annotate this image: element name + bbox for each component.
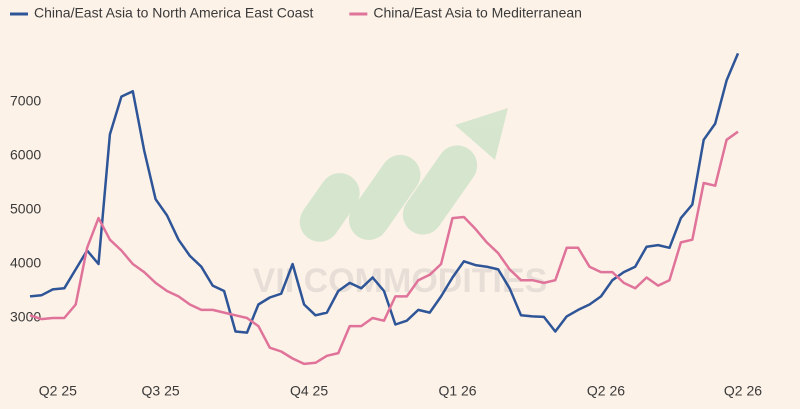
y-tick-label: 7000 — [10, 93, 41, 109]
legend-label: China/East Asia to North America East Co… — [34, 5, 313, 21]
y-tick-label: 5000 — [10, 201, 41, 217]
x-tick-label: Q3 25 — [142, 383, 180, 399]
x-tick-label: Q4 25 — [290, 383, 328, 399]
x-tick-label: Q2 25 — [39, 383, 77, 399]
y-tick-label: 4000 — [10, 255, 41, 271]
y-tick-label: 3000 — [10, 309, 41, 325]
series-line — [29, 130, 739, 366]
x-tick-label: Q1 26 — [438, 383, 476, 399]
legend-label: China/East Asia to Mediterranean — [373, 5, 582, 21]
x-tick-label: Q2 26 — [587, 383, 625, 399]
x-tick-label: Q2 26 — [724, 383, 762, 399]
watermark-logo — [299, 108, 508, 242]
series-line — [29, 52, 740, 334]
y-tick-label: 6000 — [10, 147, 41, 163]
